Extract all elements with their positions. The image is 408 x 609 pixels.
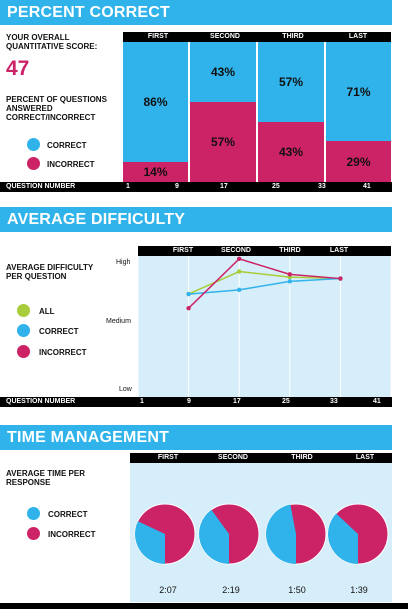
difficulty-col-last: LAST [329,247,349,254]
percent-col-last: LAST [348,33,368,40]
pie-correct-third [265,504,296,564]
percent-tick-33: 33 [318,183,326,190]
label-incorrect-second: 57% [210,135,236,150]
point-correct-0 [186,291,191,297]
percent-label: PERCENT OF QUESTIONS ANSWERED CORRECT/IN… [6,95,107,122]
difficulty-tick-17: 17 [233,398,241,405]
legend-correct-label-2: CORRECT [39,327,79,336]
difficulty-tick-33: 33 [330,398,338,405]
difficulty-label: AVERAGE DIFFICULTY PER QUESTION [6,263,94,281]
legend-correct-label: CORRECT [47,141,87,150]
time-col-second: SECOND [218,454,248,461]
time-col-first: FIRST [157,454,179,461]
percent-correct-banner: PERCENT CORRECT [0,0,392,25]
difficulty-tick-41: 41 [373,398,381,405]
percent-tick-1: 1 [126,183,130,190]
time-last: 1:39 [350,585,368,595]
percent-col-third: THIRD [282,33,304,40]
difficulty-col-first: FIRST [172,247,194,254]
legend-correct-dot [27,138,40,151]
difficulty-column-header: FIRST SECOND THIRD LAST [138,246,391,256]
legend-correct-dot-2 [17,324,30,337]
label-correct-second: 43% [210,65,236,80]
line-incorrect [188,257,341,309]
y-tick-high: High [116,259,131,266]
label-correct-last: 71% [346,84,371,99]
legend-incorrect-label-3: INCORRECT [48,530,96,539]
time-first: 2:07 [159,585,177,595]
difficulty-col-third: THIRD [279,247,301,254]
time-column-header: FIRST SECOND THIRD LAST [130,453,392,463]
time-third: 1:50 [288,585,306,595]
legend-incorrect-dot-2 [17,345,30,358]
percent-col-first: FIRST [147,33,169,40]
percent-tick-17: 17 [220,183,228,190]
line-correct [188,277,341,295]
difficulty-col-second: SECOND [221,247,251,254]
difficulty-axis-label: QUESTION NUMBER [6,398,76,405]
label-incorrect-last: 29% [346,154,371,169]
point-incorrect-3 [338,276,343,281]
legend-correct-dot-3 [27,507,40,520]
legend-all-dot [17,304,30,317]
difficulty-tick-1: 1 [140,398,144,405]
point-incorrect-1 [237,256,242,262]
bar-correct-first [123,42,188,163]
percent-question-axis: QUESTION NUMBER 1 9 17 25 33 41 [0,182,392,192]
bar-correct-second [190,42,256,103]
point-all-1 [237,269,242,274]
label-incorrect-first: 14% [143,165,168,180]
percent-column-header: FIRST SECOND THIRD LAST [123,32,391,42]
time-second: 2:19 [222,585,240,595]
legend-incorrect-dot-3 [27,527,40,540]
bar-incorrect-third [258,121,324,182]
y-tick-medium: Medium [106,318,131,325]
label-incorrect-third: 43% [278,144,304,159]
legend-correct-label-3: CORRECT [48,510,88,519]
bar-incorrect-last [326,141,391,182]
percent-tick-25: 25 [272,183,280,190]
difficulty-tick-25: 25 [282,398,290,405]
percent-tick-41: 41 [363,183,371,190]
point-incorrect-0 [186,305,191,311]
line-chart-background [138,256,391,397]
legend-all-label: ALL [39,307,55,316]
label-correct-third: 57% [278,74,304,89]
bottom-divider [0,603,408,609]
label-correct-first: 86% [143,95,168,110]
y-tick-low: Low [119,386,132,393]
pie-correct-second [199,509,229,564]
legend-incorrect-label: INCORRECT [47,160,95,169]
average-difficulty-banner: AVERAGE DIFFICULTY [0,207,392,232]
point-correct-2 [287,279,292,284]
time-col-third: THIRD [291,454,313,461]
difficulty-question-axis: QUESTION NUMBER 1 9 17 25 33 41 [0,397,392,407]
point-correct-1 [237,287,242,293]
difficulty-tick-9: 9 [187,398,191,405]
legend-incorrect-dot [27,157,40,170]
pie-correct-last [327,513,358,564]
bar-incorrect-first [123,162,188,182]
bar-correct-last [326,42,391,142]
pie-correct-first [135,521,165,564]
bar-correct-third [258,42,324,122]
percent-tick-9: 9 [175,183,179,190]
time-label: AVERAGE TIME PER RESPONSE [6,469,85,487]
score-label: YOUR OVERALL QUANTITATIVE SCORE: [6,33,98,51]
bar-incorrect-second [190,102,256,182]
legend-incorrect-label-2: INCORRECT [39,348,87,357]
time-management-banner: TIME MANAGEMENT [0,425,392,450]
time-col-last: LAST [355,454,375,461]
point-incorrect-2 [287,272,292,277]
score-value: 47 [6,57,30,80]
percent-axis-label: QUESTION NUMBER [6,183,76,190]
percent-col-second: SECOND [210,33,240,40]
